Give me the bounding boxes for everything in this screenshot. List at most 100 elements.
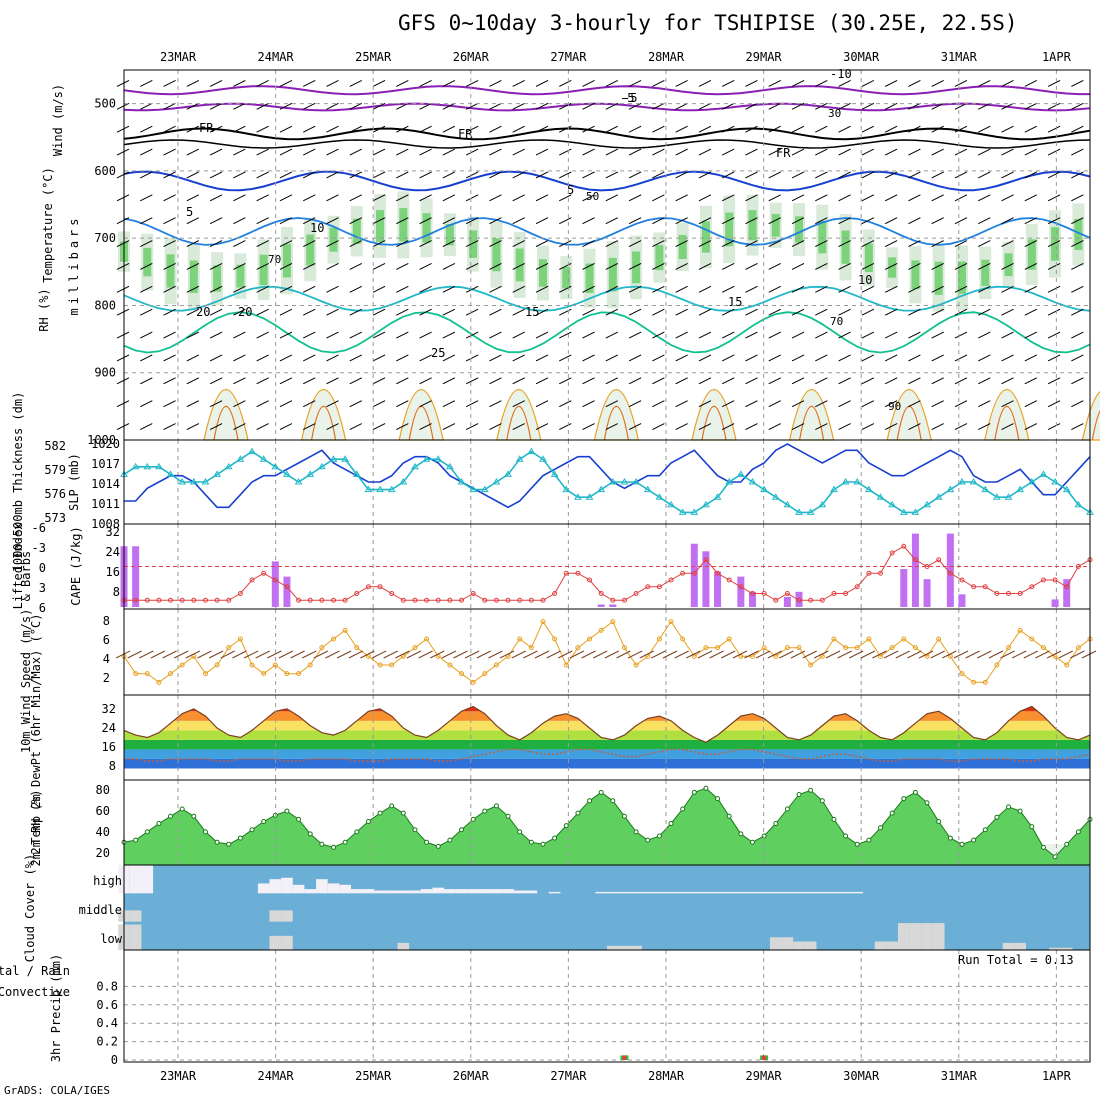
rh-point (621, 813, 627, 819)
wind-barb (861, 423, 875, 430)
wind-speed-point (459, 671, 465, 677)
wind-barb (605, 308, 619, 316)
surface-wind-barb (464, 650, 480, 659)
contour-label: -5 (620, 91, 634, 105)
wind-speed-point (563, 662, 569, 668)
wind-barb (326, 262, 339, 270)
wind-barb (396, 80, 409, 87)
wind-barb (931, 125, 944, 133)
surface-wind-barb (418, 650, 433, 659)
wind-speed-point (540, 619, 546, 625)
wind-barb (861, 102, 875, 110)
contour-label: 15 (728, 295, 742, 309)
lifted-index-point (226, 597, 232, 603)
wind-barb (745, 148, 758, 156)
wind-barb (861, 148, 875, 156)
wind-barb (326, 308, 339, 316)
wind-barb (652, 354, 665, 362)
cloud-high-bar (758, 891, 770, 894)
wind-barb (745, 331, 758, 339)
wind-barb (256, 240, 269, 248)
wind-barb (1047, 377, 1061, 385)
wind-barb (884, 217, 898, 225)
wind-speed-point (843, 645, 849, 651)
wind-barb (302, 423, 316, 430)
wind-speed-point (866, 636, 872, 642)
rh-point (761, 833, 767, 839)
wind-barb (489, 331, 502, 339)
wind-barb (652, 400, 665, 408)
wind-barb (908, 217, 921, 225)
wind-barb (559, 80, 572, 87)
wind-barb (652, 148, 665, 156)
wind-barb (721, 308, 735, 316)
wind-barb (279, 171, 293, 179)
cloud-low-bar (1014, 942, 1026, 950)
wind-barb (279, 80, 293, 87)
wind-barb (721, 102, 735, 110)
wind-barb (233, 240, 246, 248)
surface-wind-barb (849, 650, 864, 659)
thickness-point (806, 508, 815, 515)
cloud-low-bar (932, 923, 945, 950)
rh-point (284, 808, 290, 814)
wind-barb (209, 377, 223, 385)
lifted-index-point (819, 597, 825, 603)
wind-barb (302, 80, 316, 87)
wind-barb (465, 354, 479, 362)
rh-shade-core (189, 260, 198, 293)
wind-barb (326, 102, 339, 110)
ylabel-thickness: 1000-500mb Thickness (dm) (11, 392, 25, 573)
wind-barb (838, 331, 851, 339)
wind-barb (442, 331, 456, 339)
wind-barb (675, 80, 688, 87)
thickness-point (841, 478, 850, 485)
wind-barb (698, 331, 712, 339)
wind-barb (675, 102, 688, 110)
wind-barb (978, 285, 991, 293)
rh-shade-core (538, 259, 547, 287)
wind-barb (931, 285, 944, 293)
cloud-low-bar (630, 945, 642, 950)
wind-speed-point (307, 662, 313, 668)
wind-barb (768, 354, 781, 362)
wind-barb (140, 171, 153, 179)
wind-tick: 2 (103, 671, 110, 685)
wind-barb (512, 262, 525, 270)
wind-barb (978, 377, 991, 385)
surface-wind-barb (395, 650, 410, 659)
wind-barb (559, 354, 572, 362)
surface-wind-barb (639, 650, 654, 659)
wind-barb (465, 400, 479, 408)
wind-barb (1024, 377, 1038, 385)
wind-speed-point (342, 627, 348, 633)
wind-barb (302, 171, 316, 179)
thickness-point (317, 462, 326, 470)
wind-barb (838, 308, 851, 316)
wind-barb (233, 148, 246, 156)
surface-wind-barb (173, 650, 189, 659)
lowlevel-plume-inner (994, 405, 1020, 441)
wind-barb (163, 331, 176, 339)
lifted-index-point (784, 591, 790, 596)
thickness-point (178, 478, 187, 485)
wind-barb (396, 331, 409, 339)
rh-point (377, 810, 383, 816)
wind-barb (489, 285, 502, 293)
wind-barb (978, 148, 991, 156)
wind-barb (535, 148, 549, 156)
thickness-point (1051, 478, 1059, 485)
wind-barb (675, 308, 688, 316)
wind-barb (419, 125, 432, 133)
wind-barb (768, 171, 781, 179)
thickness-point (958, 478, 966, 485)
wind-barb (1001, 331, 1014, 339)
wind-barb (931, 354, 944, 362)
wind-barb (512, 148, 525, 156)
wind-barb (884, 194, 898, 202)
wind-barb (489, 171, 502, 179)
lifted-index-point (319, 597, 325, 603)
wind-barb (396, 171, 409, 179)
lifted-index-point (168, 597, 174, 603)
lifted-index-point (505, 597, 511, 603)
